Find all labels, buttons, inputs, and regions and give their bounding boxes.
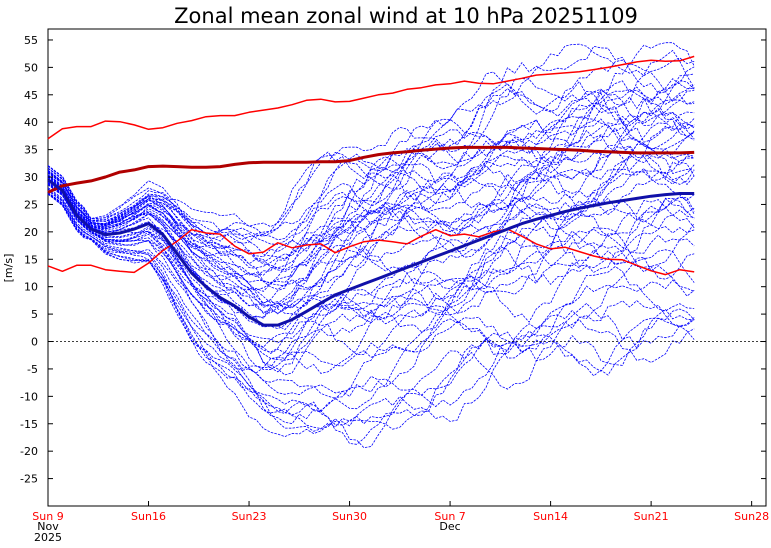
y-tick-label: 35	[24, 144, 38, 157]
y-tick-label: 50	[24, 61, 38, 74]
chart-title: Zonal mean zonal wind at 10 hPa 20251109	[174, 4, 638, 28]
x-tick-label: Sun21	[634, 510, 669, 523]
x-sublabel: Dec	[439, 520, 460, 533]
y-tick-label: 30	[24, 171, 38, 184]
chart: Zonal mean zonal wind at 10 hPa 20251109…	[0, 0, 771, 548]
y-tick-label: -25	[20, 473, 38, 486]
x-tick-label: Sun16	[131, 510, 166, 523]
x-tick-label: Sun14	[533, 510, 568, 523]
x-axis: Sun 9 Sun16 Sun23 Sun30 Sun 7 Sun14 Sun21 Sun28…	[32, 501, 769, 544]
x-sublabel: 2025	[34, 531, 62, 544]
y-tick-label: 45	[24, 89, 38, 102]
y-tick-label: -20	[20, 445, 38, 458]
x-tick-label: Sun23	[232, 510, 267, 523]
y-tick-label: -5	[27, 363, 38, 376]
y-tick-label: 10	[24, 281, 38, 294]
x-tick-label: Sun30	[332, 510, 367, 523]
x-tick-label: Sun28	[734, 510, 769, 523]
y-axis-label: [m/s]	[2, 254, 15, 283]
y-tick-label: -10	[20, 390, 38, 403]
y-tick-label: 25	[24, 198, 38, 211]
y-tick-label: 40	[24, 116, 38, 129]
y-tick-label: 0	[31, 336, 38, 349]
y-tick-label: 20	[24, 226, 38, 239]
y-tick-label: 55	[24, 34, 38, 47]
y-tick-label: -15	[20, 418, 38, 431]
y-tick-label: 5	[31, 308, 38, 321]
y-tick-label: 15	[24, 253, 38, 266]
